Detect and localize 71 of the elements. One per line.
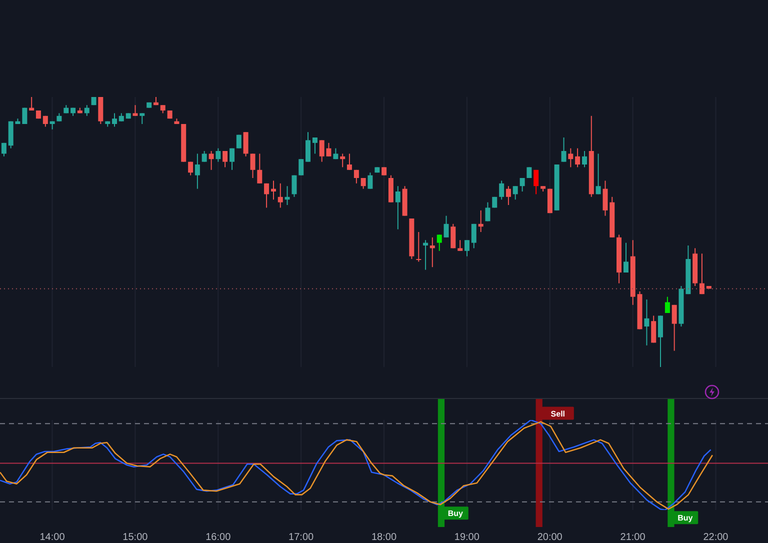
candlestick [194, 153, 200, 190]
candlestick [188, 161, 194, 176]
candlestick [284, 186, 290, 206]
candlestick [658, 315, 663, 367]
x-tick-label: 17:00 [288, 532, 314, 543]
candlestick [216, 148, 221, 162]
x-tick-label: 22:00 [703, 532, 729, 543]
candlestick [202, 150, 207, 162]
candlestick [623, 242, 628, 273]
candlestick [264, 182, 270, 208]
candlestick [478, 210, 484, 232]
candlestick [596, 153, 601, 195]
candlestick [395, 186, 400, 230]
candlestick [458, 240, 463, 252]
candlestick [672, 304, 677, 352]
candlestick [132, 104, 138, 116]
candlestick [230, 148, 235, 170]
candlestick [534, 169, 539, 195]
candlestick [368, 172, 373, 190]
candlestick [271, 180, 276, 200]
candlestick [651, 315, 656, 344]
candlestick [222, 150, 228, 168]
candlestick [298, 158, 304, 176]
candlestick [354, 169, 359, 184]
annotation: Buy [678, 514, 694, 523]
candlestick [520, 178, 525, 192]
candlestick [306, 132, 311, 162]
candlestick [236, 134, 242, 149]
candlestick [416, 232, 422, 262]
x-tick-label: 18:00 [371, 532, 397, 543]
annotation: Buy [448, 509, 464, 518]
candlestick [312, 137, 318, 154]
candlestick [250, 153, 256, 178]
candlestick [471, 223, 476, 249]
candlestick [29, 97, 34, 111]
candlestick [582, 150, 588, 168]
candlestick [340, 153, 346, 168]
candlestick [436, 234, 442, 252]
candlestick [360, 178, 366, 190]
candlestick [1, 142, 6, 157]
candlestick [423, 240, 428, 270]
candlestick [561, 137, 566, 162]
candlestick [346, 153, 352, 170]
candlestick [512, 186, 518, 200]
candlestick [485, 202, 490, 222]
candlestick [464, 240, 470, 257]
candlestick [450, 223, 456, 249]
candlestick [506, 186, 511, 206]
candlestick [575, 148, 580, 168]
candlestick [568, 148, 574, 168]
x-tick-label: 19:00 [454, 532, 480, 543]
candlestick [112, 112, 118, 128]
candlestick [278, 182, 283, 208]
candlestick [664, 296, 670, 314]
x-tick-label: 20:00 [537, 532, 563, 543]
candlestick [499, 180, 504, 200]
candlestick [84, 104, 90, 116]
x-tick-label: 21:00 [620, 532, 646, 543]
candlestick [140, 112, 145, 124]
x-tick-label: 14:00 [40, 532, 66, 543]
x-tick-label: 15:00 [122, 532, 148, 543]
x-tick-label: 16:00 [206, 532, 232, 543]
candlestick [699, 253, 704, 295]
annotation: Sell [550, 409, 566, 418]
candlestick [292, 174, 297, 198]
candlestick [430, 236, 435, 268]
candlestick [444, 215, 449, 238]
candlestick [644, 299, 650, 346]
candlestick [243, 132, 248, 157]
candlestick [257, 153, 262, 184]
candlestick [208, 150, 214, 170]
